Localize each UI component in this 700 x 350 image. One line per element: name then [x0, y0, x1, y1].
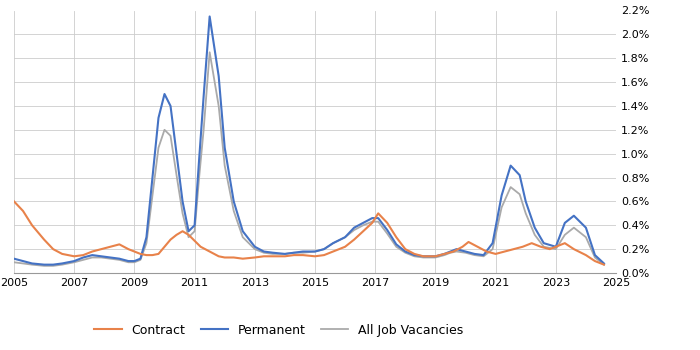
- Contract: [190, 239, 199, 243]
- All Job Vacancies: [341, 235, 349, 239]
- All Job Vacancies: [40, 264, 48, 268]
- Line: All Job Vacancies: All Job Vacancies: [14, 52, 604, 266]
- All Job Vacancies: [154, 146, 162, 150]
- Permanent: [106, 256, 115, 260]
- All Job Vacancies: [184, 235, 192, 239]
- Permanent: [154, 116, 162, 120]
- All Job Vacancies: [251, 247, 259, 251]
- Line: Permanent: Permanent: [14, 16, 604, 265]
- Contract: [341, 245, 349, 249]
- Permanent: [10, 257, 18, 261]
- Permanent: [184, 229, 192, 233]
- Contract: [58, 252, 66, 256]
- Contract: [600, 262, 608, 267]
- Contract: [184, 233, 192, 237]
- Permanent: [251, 245, 259, 249]
- Permanent: [522, 199, 530, 203]
- Permanent: [206, 14, 214, 19]
- Contract: [130, 250, 139, 254]
- All Job Vacancies: [600, 262, 608, 267]
- All Job Vacancies: [522, 211, 530, 216]
- Line: Contract: Contract: [14, 201, 604, 265]
- Permanent: [40, 262, 48, 267]
- All Job Vacancies: [106, 257, 115, 261]
- Permanent: [600, 261, 608, 266]
- All Job Vacancies: [206, 50, 214, 54]
- Permanent: [341, 235, 349, 239]
- All Job Vacancies: [10, 260, 18, 264]
- Contract: [10, 199, 18, 203]
- Contract: [97, 247, 106, 251]
- Legend: Contract, Permanent, All Job Vacancies: Contract, Permanent, All Job Vacancies: [89, 318, 468, 342]
